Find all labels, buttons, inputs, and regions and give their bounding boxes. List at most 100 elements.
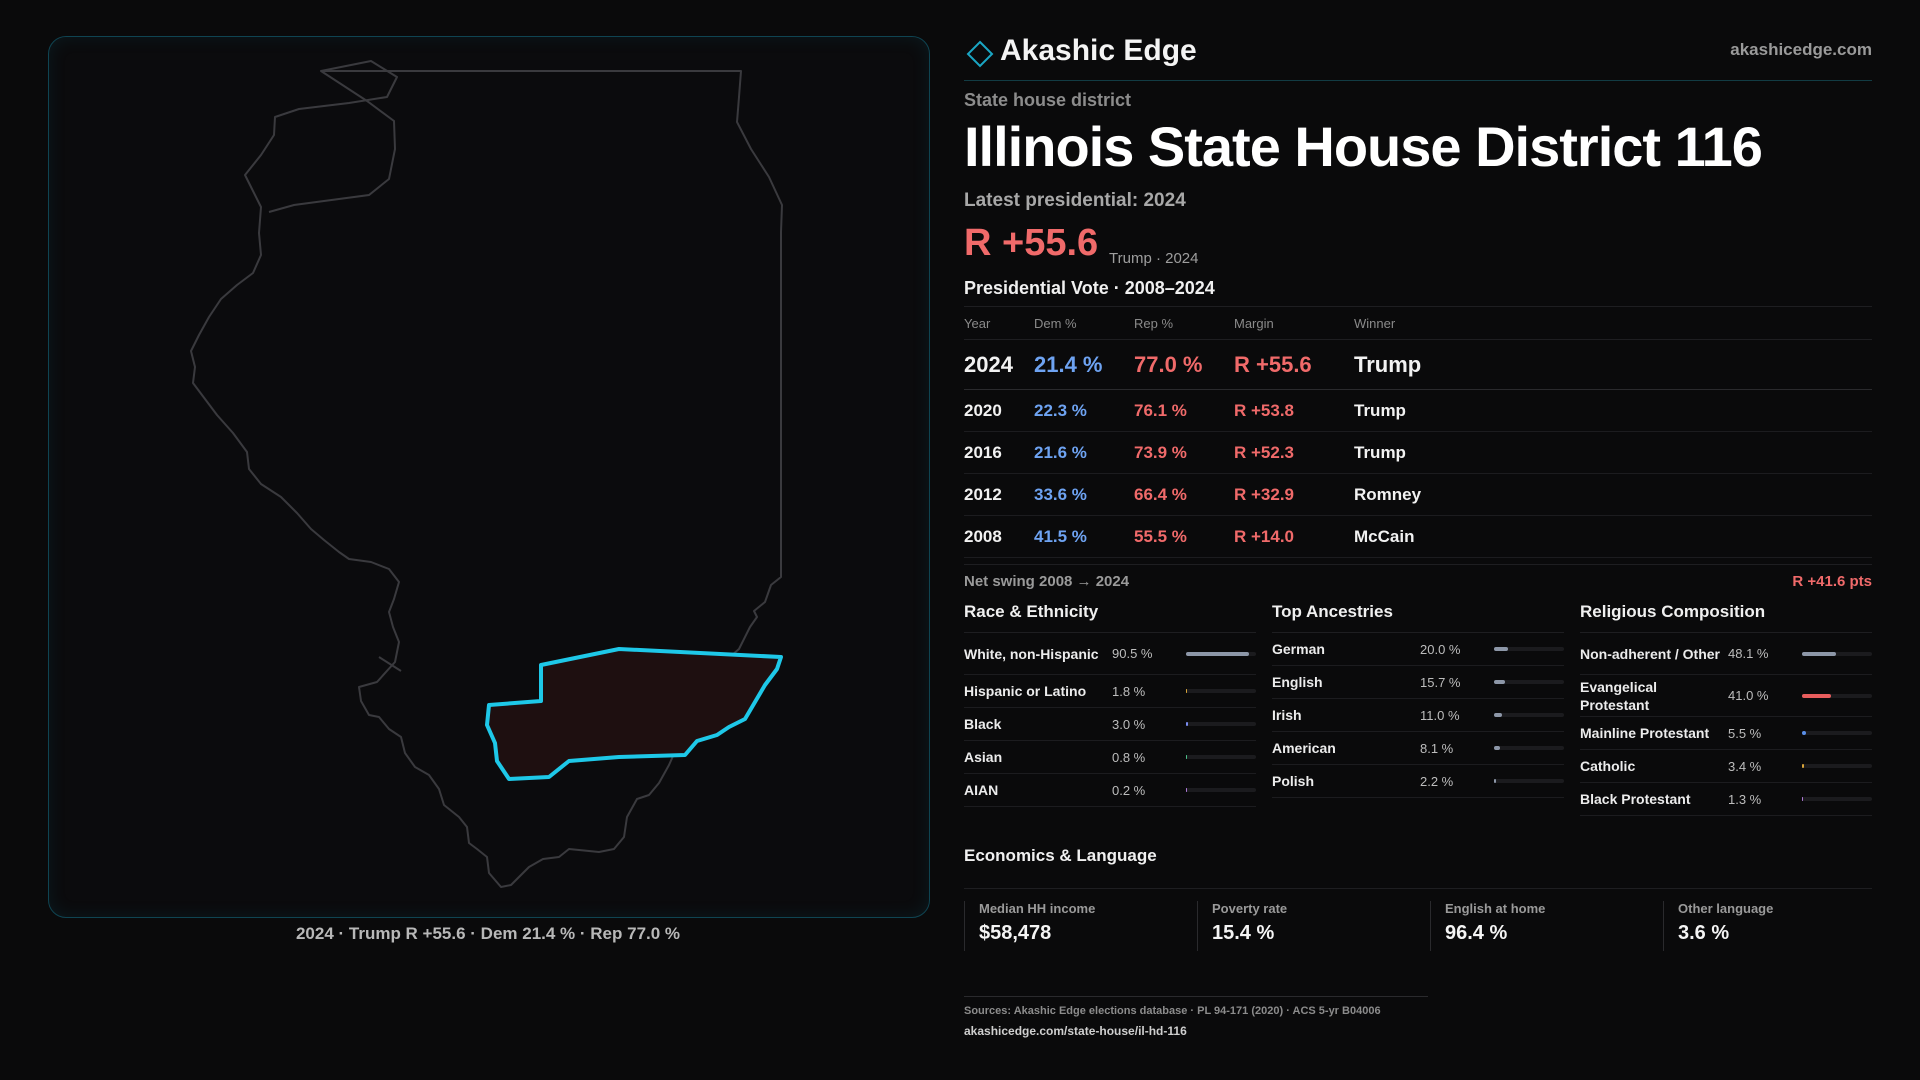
bar-track bbox=[1494, 713, 1564, 717]
list-item: Catholic 3.4 % bbox=[1580, 750, 1872, 783]
item-value: 48.1 % bbox=[1728, 646, 1769, 661]
col-margin: Margin bbox=[1234, 306, 1354, 340]
rep-pct: 73.9 % bbox=[1134, 431, 1234, 474]
bar-track bbox=[1186, 788, 1256, 792]
bar-fill bbox=[1494, 680, 1505, 684]
bar-track bbox=[1494, 779, 1564, 783]
list-item: Black Protestant 1.3 % bbox=[1580, 783, 1872, 816]
stat-value: 3.6 % bbox=[1678, 922, 1730, 944]
page-url[interactable]: akashicedge.com/state-house/il-hd-116 bbox=[964, 1024, 1187, 1038]
item-label: Polish bbox=[1272, 773, 1315, 789]
sources-footer: Sources: Akashic Edge elections database… bbox=[964, 996, 1428, 1038]
list-item: AIAN 0.2 % bbox=[964, 774, 1256, 807]
col-winner: Winner bbox=[1354, 306, 1872, 340]
item-label: AIAN bbox=[964, 782, 999, 798]
bar-track bbox=[1802, 731, 1872, 735]
dem-pct: 21.6 % bbox=[1034, 431, 1134, 474]
dem-pct: 22.3 % bbox=[1034, 389, 1134, 432]
item-label: Black bbox=[964, 716, 1002, 732]
ancestries-section: Top Ancestries German 20.0 % English 15.… bbox=[1272, 602, 1564, 798]
list-item: Non-adherent / Other 48.1 % bbox=[1580, 633, 1872, 675]
district-116-outline[interactable] bbox=[485, 647, 783, 781]
list-item: Mainline Protestant 5.5 % bbox=[1580, 717, 1872, 750]
bar-track bbox=[1802, 797, 1872, 801]
economics-stats: Median HH income $58,478 Poverty rate 15… bbox=[964, 888, 1872, 951]
list-item: Asian 0.8 % bbox=[964, 741, 1256, 774]
bar-fill bbox=[1494, 713, 1502, 717]
bar-fill bbox=[1186, 722, 1189, 726]
illinois-outline bbox=[190, 60, 783, 888]
col-year: Year bbox=[964, 306, 1034, 340]
item-label: Asian bbox=[964, 749, 1003, 765]
list-item: Irish 11.0 % bbox=[1272, 699, 1564, 732]
item-value: 0.2 % bbox=[1112, 782, 1146, 798]
item-label: Evangelical Protestant bbox=[1580, 678, 1658, 713]
bar-track bbox=[1494, 647, 1564, 651]
item-value: 90.5 % bbox=[1112, 646, 1153, 661]
table-row: 2020 22.3 % 76.1 % R +53.8 Trump bbox=[964, 389, 1872, 432]
stat-english-at-home: English at home 96.4 % bbox=[1430, 901, 1545, 951]
race-ethnicity-section: Race & Ethnicity White, non-Hispanic 90.… bbox=[964, 602, 1256, 807]
bar-fill bbox=[1802, 797, 1803, 801]
bar-fill bbox=[1186, 651, 1250, 656]
latest-margin: R +55.6 bbox=[964, 222, 1099, 264]
item-value: 5.5 % bbox=[1728, 725, 1762, 741]
presidential-vote-table: Year Dem % Rep % Margin Winner 2024 21.4… bbox=[964, 306, 1872, 558]
list-item: German 20.0 % bbox=[1272, 633, 1564, 666]
bar-fill bbox=[1802, 764, 1805, 768]
margin: R +32.9 bbox=[1234, 473, 1354, 516]
item-label: Catholic bbox=[1580, 758, 1636, 774]
section-title: Religious Composition bbox=[1580, 602, 1872, 633]
map-panel[interactable] bbox=[48, 36, 930, 918]
list-item: Evangelical Protestant 41.0 % bbox=[1580, 675, 1872, 717]
bar-fill bbox=[1186, 689, 1188, 693]
winner: Romney bbox=[1354, 473, 1872, 516]
bar-track bbox=[1494, 746, 1564, 750]
page-title: Illinois State House District 116 bbox=[964, 115, 1763, 178]
margin: R +55.6 bbox=[1234, 339, 1354, 390]
year: 2016 bbox=[964, 431, 1034, 474]
year: 2008 bbox=[964, 515, 1034, 558]
list-item: Black 3.0 % bbox=[964, 708, 1256, 741]
item-label: German bbox=[1272, 641, 1325, 657]
rep-pct: 77.0 % bbox=[1134, 339, 1234, 390]
list-item: English 15.7 % bbox=[1272, 666, 1564, 699]
bar-fill bbox=[1802, 693, 1831, 698]
bar-track bbox=[1494, 680, 1564, 684]
district-map[interactable] bbox=[49, 37, 929, 917]
brand-header: Akashic Edge akashicedge.com bbox=[964, 32, 1872, 81]
diamond-outline-icon bbox=[966, 40, 994, 68]
brand-url[interactable]: akashicedge.com bbox=[1730, 40, 1872, 59]
winner: McCain bbox=[1354, 515, 1872, 558]
item-value: 3.0 % bbox=[1112, 716, 1146, 732]
item-label: English bbox=[1272, 674, 1323, 690]
bar-fill bbox=[1802, 651, 1836, 656]
bar-fill bbox=[1494, 779, 1496, 783]
section-title: Race & Ethnicity bbox=[964, 602, 1256, 633]
map-caption: 2024 · Trump R +55.6 · Dem 21.4 % · Rep … bbox=[295, 924, 681, 943]
bar-track bbox=[1802, 693, 1872, 698]
stat-value: 15.4 % bbox=[1212, 922, 1275, 944]
list-item: American 8.1 % bbox=[1272, 732, 1564, 765]
stat-label: Median HH income bbox=[979, 901, 1096, 916]
dem-pct: 33.6 % bbox=[1034, 473, 1134, 516]
stat-value: 96.4 % bbox=[1445, 922, 1508, 944]
stat-label: Other language bbox=[1678, 901, 1774, 916]
item-label: Non-adherent / Other bbox=[1580, 645, 1721, 662]
rep-pct: 55.5 % bbox=[1134, 515, 1234, 558]
item-value: 15.7 % bbox=[1420, 674, 1461, 690]
item-value: 8.1 % bbox=[1420, 740, 1454, 756]
table-header-row: Year Dem % Rep % Margin Winner bbox=[964, 306, 1872, 340]
margin: R +53.8 bbox=[1234, 389, 1354, 432]
list-item: White, non-Hispanic 90.5 % bbox=[964, 633, 1256, 675]
item-value: 1.3 % bbox=[1728, 791, 1762, 807]
economics-title: Economics & Language bbox=[964, 846, 1157, 865]
latest-presidential-label: Latest presidential: 2024 bbox=[964, 190, 1186, 211]
stat-median-income: Median HH income $58,478 bbox=[964, 901, 1095, 951]
item-label: American bbox=[1272, 740, 1336, 756]
list-item: Hispanic or Latino 1.8 % bbox=[964, 675, 1256, 708]
winner: Trump bbox=[1354, 389, 1872, 432]
district-type: State house district bbox=[964, 90, 1132, 110]
river-segment bbox=[378, 656, 402, 672]
bar-track bbox=[1802, 651, 1872, 656]
